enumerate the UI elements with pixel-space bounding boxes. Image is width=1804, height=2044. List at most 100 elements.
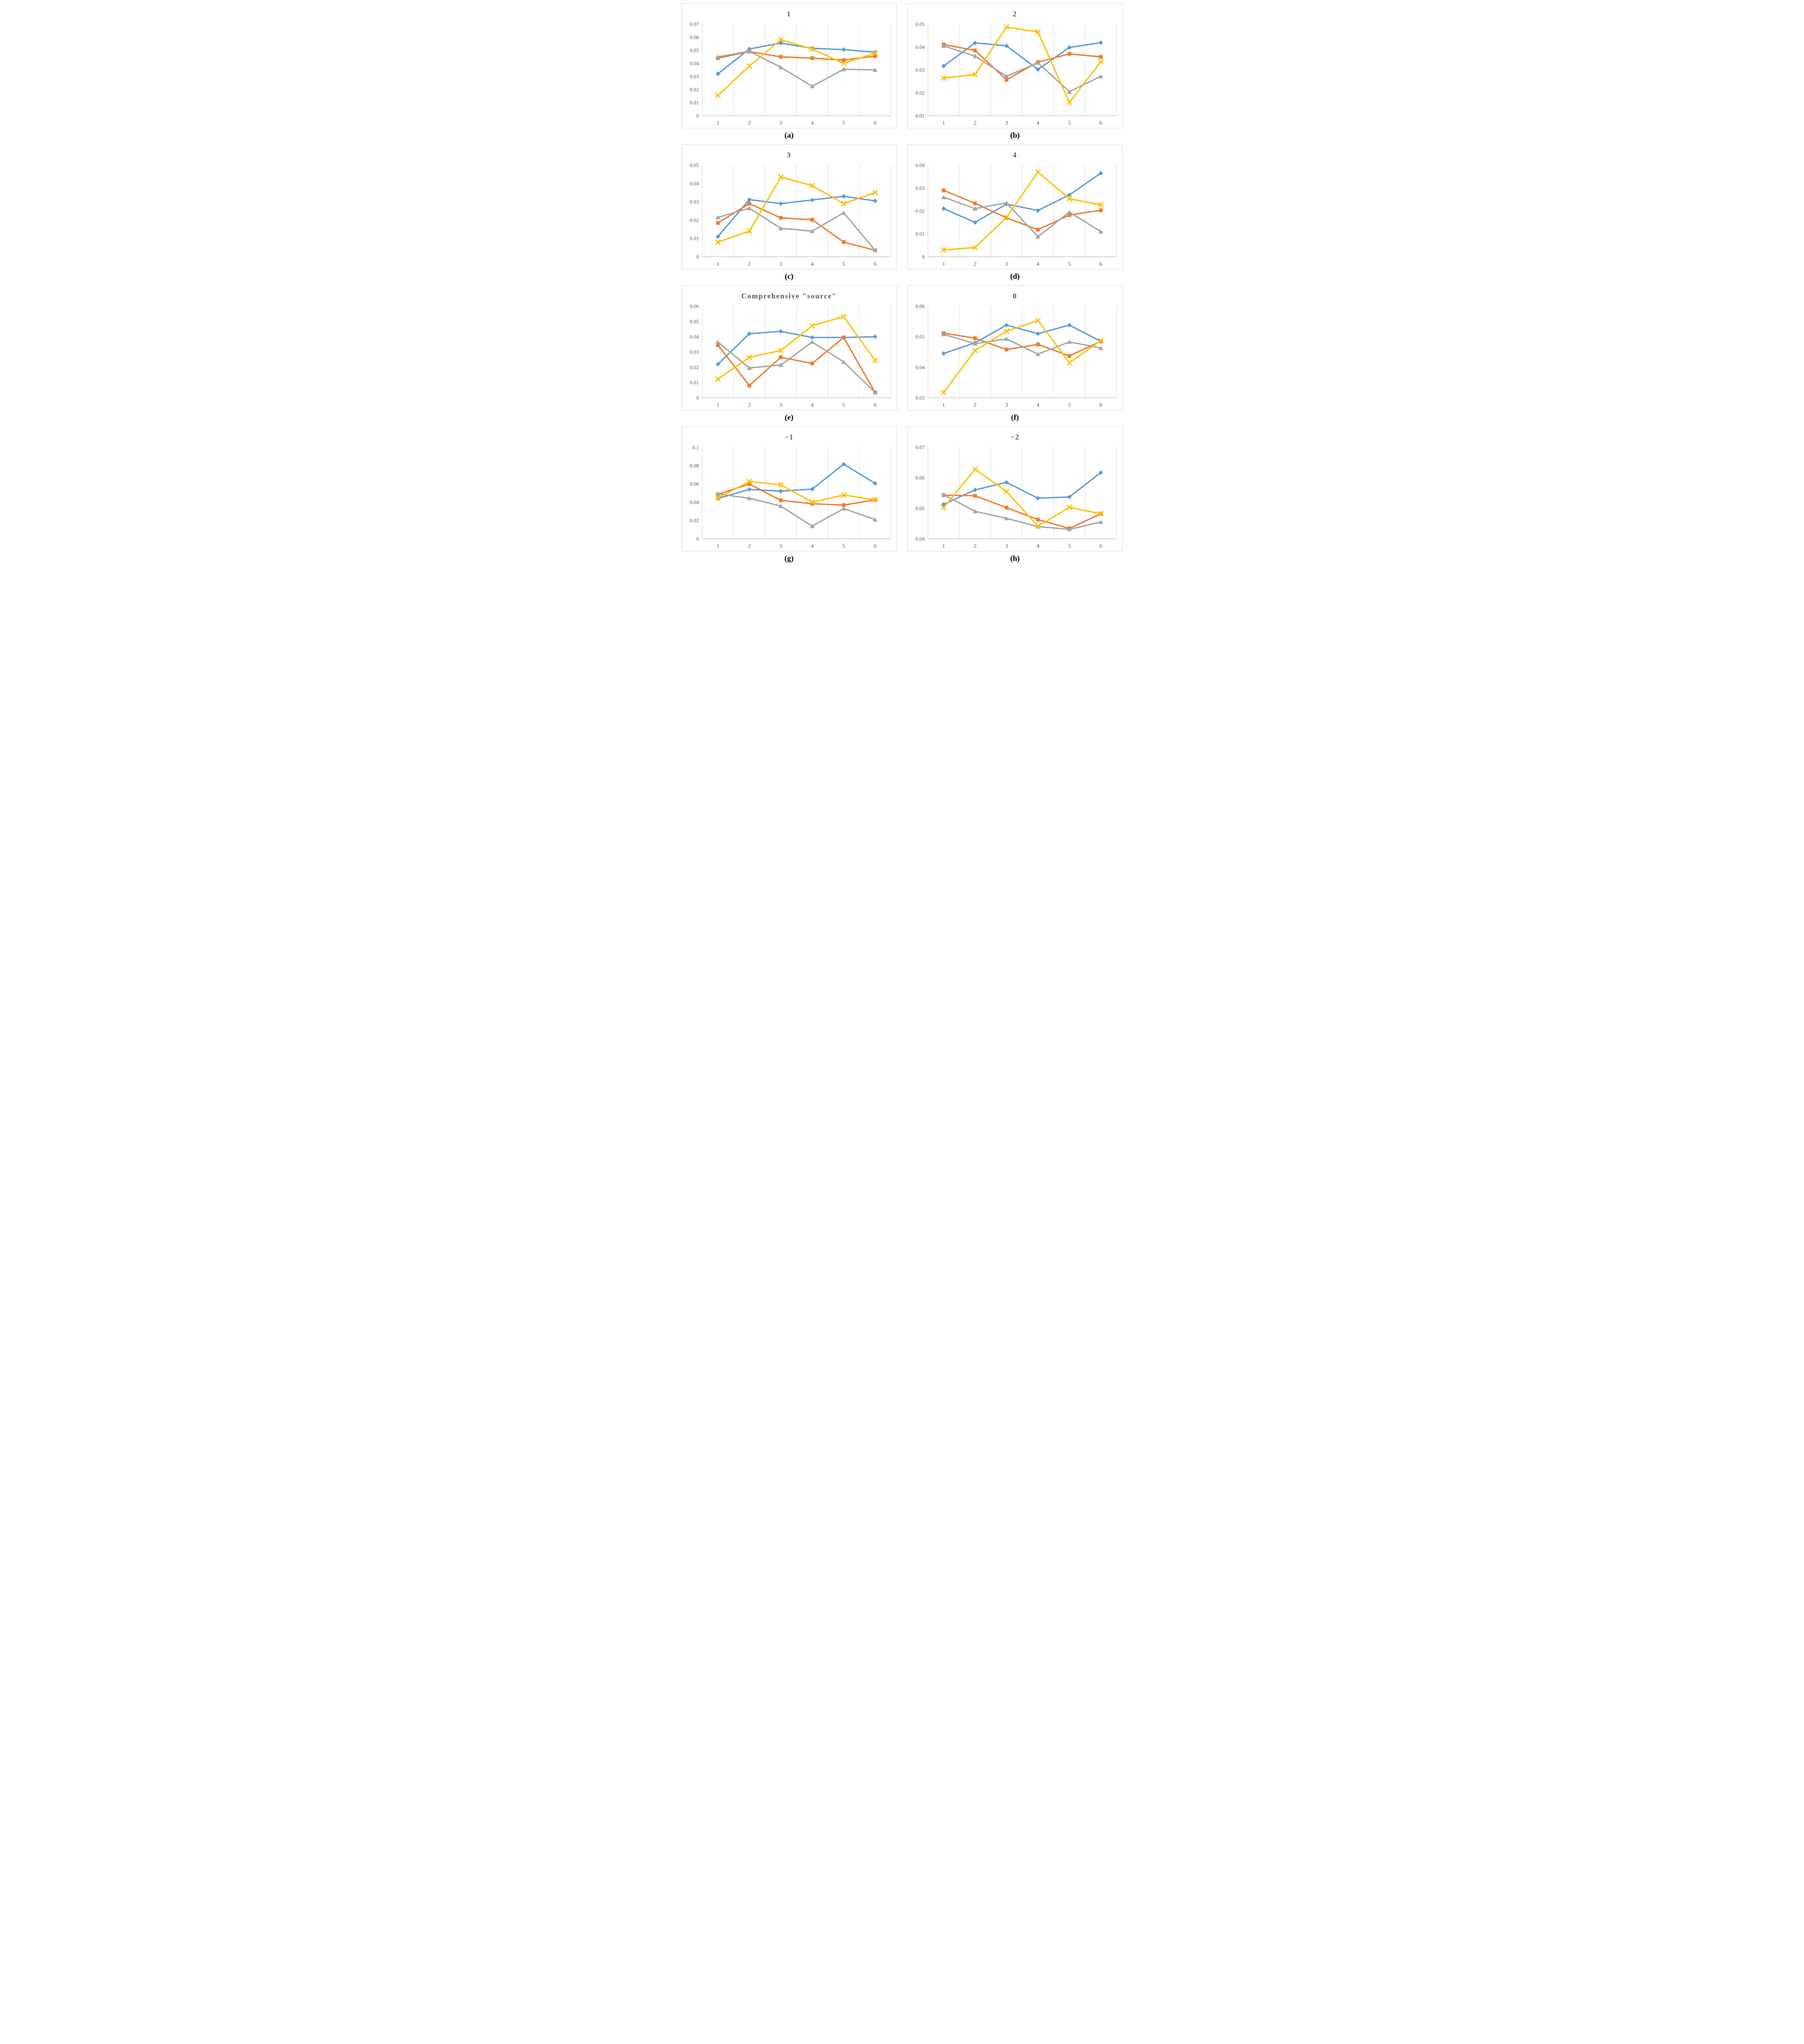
panel-cell-c: 3 0 0.01 0.02 0.03 0.04 0.05 1 2 3 4 5 6 (c) xyxy=(681,144,897,281)
line-chart-svg: 0.03 0.04 0.05 0.06 1 2 3 4 5 6 xyxy=(915,303,1117,408)
series-yellow-x xyxy=(715,37,878,98)
y-tick-label: 0.05 xyxy=(915,505,924,511)
y-tick-label: 0.03 xyxy=(915,67,924,73)
triangle-marker xyxy=(941,195,946,199)
triangle-marker xyxy=(841,211,846,215)
y-axis-tick-labels: 0 0.01 0.02 0.03 0.04 0.05 0.06 0.07 xyxy=(690,21,699,119)
chart-title: −2 xyxy=(1010,433,1020,441)
chart-panel-c: 3 0 0.01 0.02 0.03 0.04 0.05 1 2 3 4 5 6 xyxy=(681,144,897,269)
y-tick-label: 0.04 xyxy=(690,499,699,505)
chart-panel-g: −1 0 0.02 0.04 0.06 0.08 0.1 1 2 3 4 5 6 xyxy=(681,426,897,551)
x-tick-label: 4 xyxy=(811,543,814,549)
x-marker xyxy=(1004,24,1010,30)
chart-caption: (g) xyxy=(784,554,794,563)
y-tick-label: 0.04 xyxy=(915,364,925,370)
y-tick-label: 0.06 xyxy=(690,34,699,40)
square-marker xyxy=(747,202,751,206)
y-tick-label: 0.05 xyxy=(690,318,699,325)
diamond-marker xyxy=(778,201,783,206)
series-yellow-x-line xyxy=(943,320,1102,393)
square-marker xyxy=(1067,213,1071,217)
series-yellow-x xyxy=(941,318,1104,395)
series-gray-triangle xyxy=(941,195,1104,239)
y-tick-label: 0 xyxy=(922,253,924,260)
y-tick-label: 0.06 xyxy=(915,303,925,309)
gridlines xyxy=(927,165,1117,257)
diamond-marker xyxy=(747,331,752,336)
square-marker xyxy=(973,494,977,498)
square-marker xyxy=(1005,506,1009,510)
square-marker xyxy=(1099,55,1103,59)
diamond-marker xyxy=(747,487,752,492)
triangle-marker xyxy=(1067,210,1072,214)
chart-caption: (f) xyxy=(1011,413,1019,422)
series-yellow-x xyxy=(715,174,878,245)
x-marker xyxy=(972,347,978,353)
x-tick-label: 3 xyxy=(1005,261,1008,267)
x-axis-tick-labels: 1 2 3 4 5 6 xyxy=(942,402,1102,408)
square-marker xyxy=(1067,52,1071,56)
y-tick-label: 0.08 xyxy=(690,462,699,468)
x-marker xyxy=(809,183,815,188)
gridlines xyxy=(927,447,1117,539)
series-orange-square-line xyxy=(717,483,876,506)
series-blue-diamond-line xyxy=(943,172,1102,223)
triangle-marker xyxy=(841,506,846,511)
diamond-marker xyxy=(1035,208,1041,213)
y-tick-label: 0 xyxy=(696,253,699,260)
square-marker xyxy=(1099,208,1103,212)
x-tick-label: 2 xyxy=(974,543,976,549)
chart-title: 0 xyxy=(1012,292,1017,300)
square-marker xyxy=(810,502,814,506)
x-tick-label: 4 xyxy=(1037,261,1039,267)
x-tick-label: 3 xyxy=(1005,543,1008,549)
y-tick-label: 0.04 xyxy=(690,60,699,66)
diamond-marker xyxy=(778,329,783,334)
x-tick-label: 1 xyxy=(716,402,719,408)
y-tick-label: 0.02 xyxy=(690,364,699,370)
series-yellow-x-line xyxy=(717,39,876,96)
x-marker xyxy=(1066,360,1072,365)
x-tick-label: 1 xyxy=(942,120,945,126)
chart-title: Comprehensive "source" xyxy=(741,292,837,300)
chart-title: −1 xyxy=(784,433,794,441)
y-tick-label: 0.04 xyxy=(915,162,925,168)
x-tick-label: 2 xyxy=(748,120,751,126)
x-marker xyxy=(872,190,878,195)
diamond-marker xyxy=(715,72,720,76)
panel-cell-g: −1 0 0.02 0.04 0.06 0.08 0.1 1 2 3 4 5 6 (g) xyxy=(681,426,897,563)
x-tick-label: 1 xyxy=(716,120,719,126)
chart-title: 4 xyxy=(1012,151,1017,159)
x-tick-label: 1 xyxy=(716,543,719,549)
x-marker xyxy=(841,61,846,66)
x-tick-label: 4 xyxy=(1037,543,1039,549)
x-marker xyxy=(841,314,846,319)
x-axis-tick-labels: 1 2 3 4 5 6 xyxy=(942,543,1102,549)
square-marker xyxy=(1036,518,1040,522)
series-blue-diamond-line xyxy=(717,330,876,365)
triangle-marker xyxy=(1067,527,1072,531)
chart-caption: (e) xyxy=(785,413,794,422)
x-marker xyxy=(746,479,752,484)
y-tick-label: 0.1 xyxy=(692,444,699,450)
x-marker xyxy=(872,50,878,56)
line-chart-svg: 0 0.01 0.02 0.03 0.04 0.05 0.06 0.07 1 2 3 4 5 6 xyxy=(690,21,891,126)
x-tick-label: 5 xyxy=(842,543,845,549)
y-tick-label: 0.05 xyxy=(690,162,699,168)
x-marker xyxy=(841,201,846,206)
triangle-marker xyxy=(810,229,814,233)
triangle-marker xyxy=(1035,61,1041,65)
series-blue-diamond-line xyxy=(943,472,1102,505)
series-yellow-x-line xyxy=(717,316,876,380)
panel-cell-d: 4 0 0.01 0.02 0.03 0.04 1 2 3 4 5 6 (d) xyxy=(907,144,1123,281)
square-marker xyxy=(841,503,846,507)
x-marker xyxy=(1098,59,1104,65)
diamond-marker xyxy=(1035,496,1041,501)
triangle-marker xyxy=(872,390,877,394)
series-gray-triangle-line xyxy=(717,341,876,393)
y-tick-label: 0 xyxy=(696,394,699,401)
square-marker xyxy=(747,383,751,388)
diamond-marker xyxy=(715,234,720,239)
square-marker xyxy=(747,482,751,486)
y-tick-label: 0.02 xyxy=(915,208,924,214)
